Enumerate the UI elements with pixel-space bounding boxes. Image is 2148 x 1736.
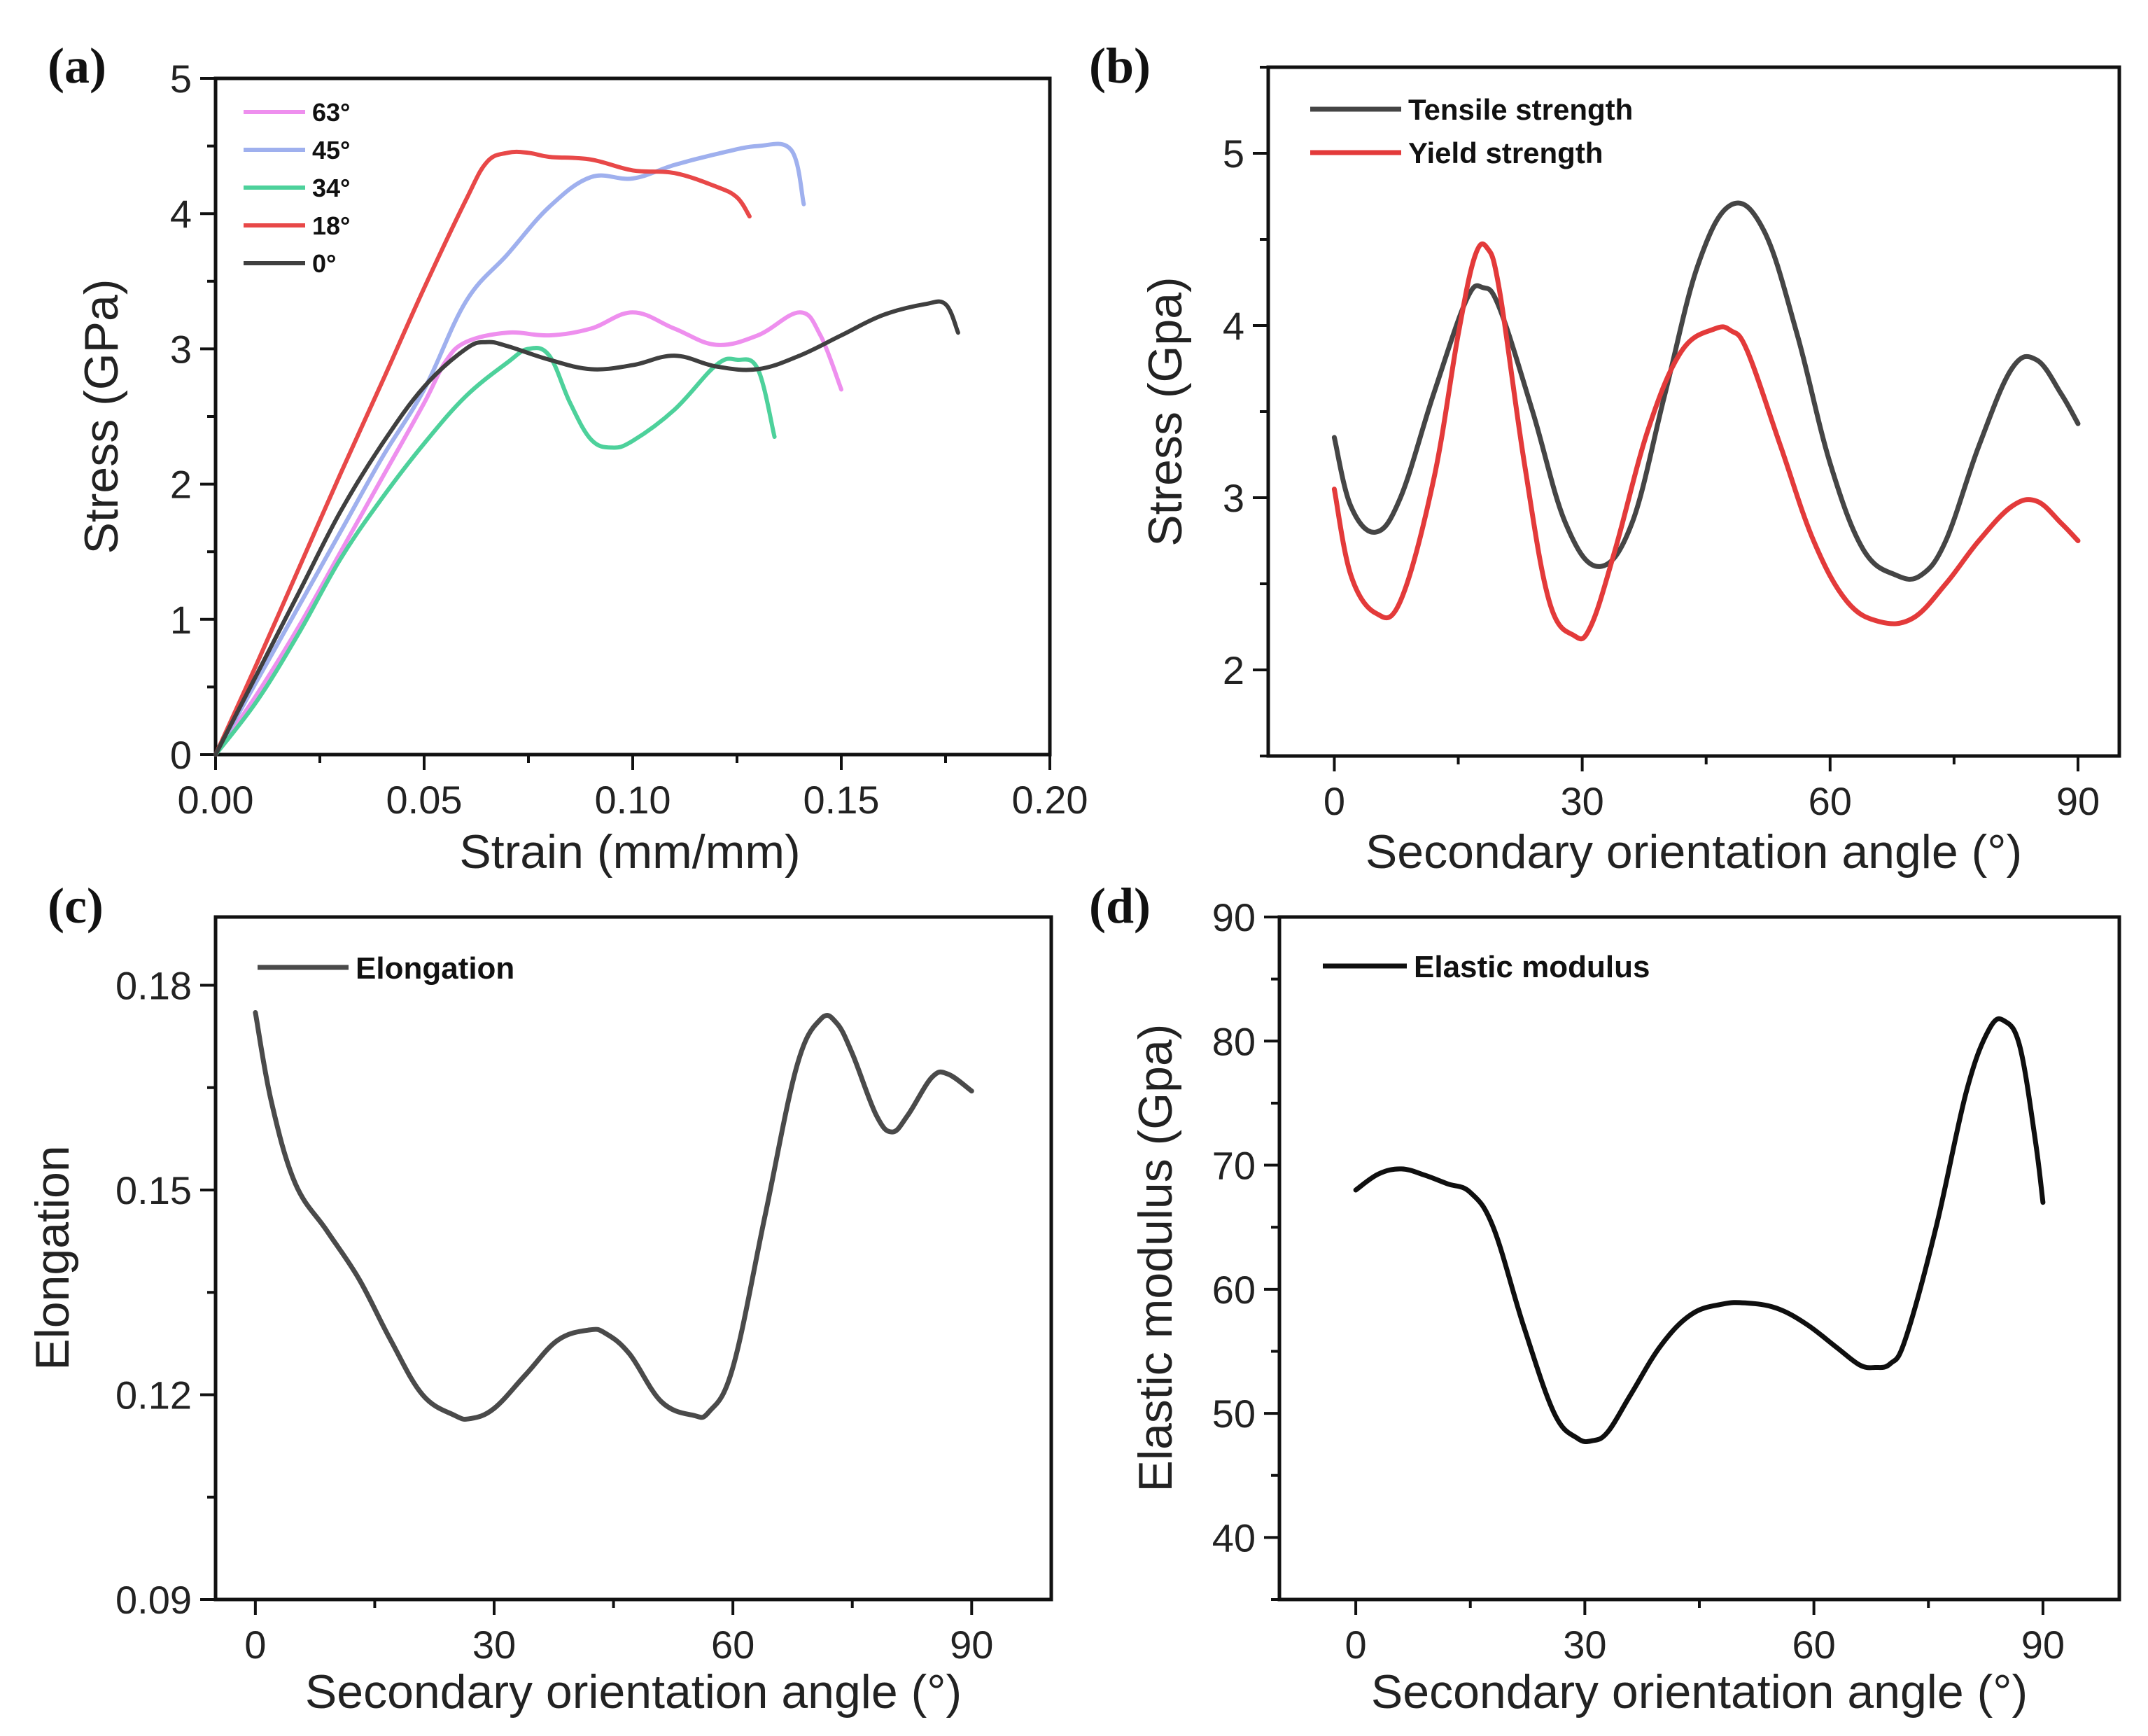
x-tick-label: 0.00 (178, 778, 254, 822)
legend-label: 0° (312, 249, 336, 278)
panel-c: (c) 0 30 60 90 0.09 0.12 0.15 0.18 Secondary orie… (26, 878, 1053, 1718)
y-tick-label: 80 (1212, 1019, 1256, 1063)
x-tick-label: 30 (1560, 779, 1603, 823)
x-tick-label: 30 (472, 1623, 516, 1667)
y-tick-label: 3 (170, 327, 192, 371)
y-tick-label: 0.12 (115, 1373, 192, 1418)
y-tick-label: 60 (1212, 1268, 1256, 1312)
x-tick-label: 0.15 (803, 778, 880, 822)
y-tick-label: 0.15 (115, 1168, 192, 1212)
x-axis-title: Secondary orientation angle (°) (305, 1665, 962, 1718)
x-tick-label: 60 (1792, 1623, 1835, 1667)
legend-label: 45° (312, 136, 350, 164)
x-axis-title: Strain (mm/mm) (459, 825, 800, 878)
x-tick-label: 0 (1345, 1623, 1367, 1667)
y-tick-label: 50 (1212, 1392, 1256, 1436)
y-tick-label: 40 (1212, 1516, 1256, 1560)
y-tick-label: 70 (1212, 1144, 1256, 1188)
y-tick-label: 4 (1223, 304, 1244, 348)
x-axis-title: Secondary orientation angle (°) (1371, 1665, 2028, 1718)
x-tick-label: 60 (711, 1623, 754, 1667)
series-line-c-0 (253, 1010, 974, 1422)
series-line-b-0 (1331, 200, 2081, 582)
legend-label: Elongation (356, 951, 514, 986)
y-tick-label: 0.09 (115, 1578, 192, 1622)
series-line-a-2 (213, 346, 777, 757)
legend: Tensile strength Yield strength (1310, 93, 1633, 169)
legend-label: Tensile strength (1408, 93, 1633, 126)
series-line-b-1 (1331, 241, 2081, 642)
legend-label: Yield strength (1408, 136, 1603, 169)
y-tick-label: 3 (1223, 476, 1244, 520)
panel-label-c: (c) (48, 878, 104, 934)
y-axis-title: Elastic modulus (Gpa) (1129, 1024, 1182, 1492)
y-tick-label: 5 (170, 57, 192, 101)
x-tick-label: 90 (950, 1623, 993, 1667)
panel-label-b: (b) (1089, 38, 1151, 94)
panel-b: (b) 0 30 60 90 2 3 4 5 Secondary orientation angl… (1089, 38, 2121, 878)
y-tick-label: 0 (170, 733, 192, 777)
y-axis-title: Elongation (26, 1145, 79, 1370)
x-tick-label: 0 (244, 1623, 266, 1667)
y-tick-label: 2 (170, 463, 192, 507)
series-line-a-0 (213, 310, 843, 757)
x-axis-title: Secondary orientation angle (°) (1366, 825, 2022, 878)
x-tick-label: 0 (1324, 779, 1345, 823)
y-axis-title: Stress (Gpa) (1139, 276, 1192, 546)
plot-frame (213, 915, 1053, 1602)
y-tick-label: 5 (1223, 132, 1244, 176)
panel-label-a: (a) (48, 38, 106, 94)
series-line-a-1 (213, 141, 806, 757)
legend: 63° 45° 34° 18° 0° (244, 98, 350, 278)
x-tick-label: 90 (2021, 1623, 2065, 1667)
y-axis-title: Stress (GPa) (75, 279, 128, 554)
y-tick-label: 2 (1223, 648, 1244, 692)
y-tick-label: 0.18 (115, 964, 192, 1008)
legend: Elongation (258, 951, 514, 986)
x-tick-label: 0.05 (386, 778, 463, 822)
legend-label: 63° (312, 98, 350, 127)
series-line-a-3 (213, 149, 752, 757)
y-tick-label: 4 (170, 192, 192, 236)
legend-label: 34° (312, 174, 350, 202)
x-tick-label: 0.10 (595, 778, 671, 822)
series-line-a-4 (213, 299, 960, 757)
series-line-d-0 (1353, 1016, 2046, 1445)
x-tick-label: 90 (2056, 779, 2100, 823)
x-tick-label: 60 (1809, 779, 1852, 823)
legend: Elastic modulus (1323, 950, 1650, 984)
panel-label-d: (d) (1089, 878, 1151, 934)
legend-label: Elastic modulus (1414, 950, 1650, 984)
x-tick-label: 30 (1563, 1623, 1606, 1667)
y-tick-label: 90 (1212, 895, 1256, 939)
panel-a: (a) 0.00 0.05 0.10 0.15 0.20 0 1 2 3 4 5 Strain (mm/… (48, 38, 1088, 878)
y-tick-label: 1 (170, 598, 192, 642)
x-tick-label: 0.20 (1012, 778, 1088, 822)
legend-label: 18° (312, 211, 350, 240)
